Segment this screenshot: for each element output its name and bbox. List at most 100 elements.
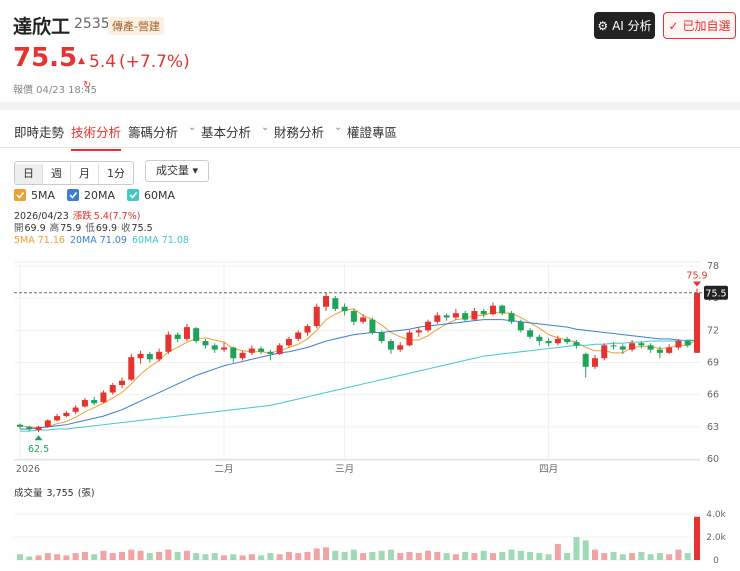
volume-bar	[165, 549, 172, 560]
info-item: 2026/04/23	[14, 211, 69, 222]
candle-body	[387, 341, 394, 350]
candle-body	[276, 345, 283, 354]
candle-body	[434, 315, 441, 322]
candle-body	[304, 326, 311, 333]
volume-bar	[332, 550, 339, 560]
info-item: 5.4(7.7%)	[94, 211, 141, 222]
y-tick-label: 66	[707, 390, 719, 401]
volume-bar	[174, 551, 181, 560]
volume-tick-label: 0	[713, 556, 719, 566]
x-tick-label: 三月	[335, 464, 354, 475]
period-option[interactable]: 日	[15, 164, 42, 184]
ai-button[interactable]: ⚙ AI 分析	[594, 12, 655, 39]
x-tick-label: 二月	[215, 464, 234, 475]
industry-tag[interactable]: 傳產-營建	[108, 17, 164, 35]
candle-body	[183, 327, 190, 339]
period-option[interactable]: 1分	[98, 164, 133, 184]
volume-bar	[462, 551, 469, 560]
candle-body	[397, 345, 404, 350]
y-tick-label: 63	[707, 422, 719, 433]
volume-bar	[119, 551, 126, 560]
volume-title: 成交量 3,755 (張)	[14, 487, 95, 499]
candle-body	[629, 343, 636, 350]
watchlist-button[interactable]: ✓ 已加自選	[663, 12, 736, 39]
info-item: 高	[50, 222, 60, 234]
tab[interactable]: 權證專區	[347, 125, 398, 140]
info-item: 60MA	[132, 235, 159, 246]
legend-checkbox	[67, 189, 80, 201]
info-item: 71.16	[38, 235, 65, 246]
indicator-select[interactable]: 成交量 ▾	[145, 160, 210, 182]
legend-check	[16, 192, 25, 199]
candle-body	[63, 412, 70, 417]
candle-body	[406, 332, 413, 346]
volume-bar	[564, 553, 571, 560]
candle-body	[285, 338, 292, 346]
info-line: 開69.9 高75.9 低69.9 收75.5	[14, 222, 153, 234]
candle-body	[35, 426, 42, 431]
period-option[interactable]: 月	[70, 164, 98, 184]
candle-body	[684, 341, 691, 346]
candle-body	[425, 321, 432, 331]
volume-bar	[536, 553, 543, 560]
volume-bar	[573, 537, 580, 560]
up-arrow: ▲	[78, 56, 85, 66]
indicator-label: 成交量	[156, 164, 189, 177]
volume-tick-label: 2.0k	[706, 533, 726, 543]
candle-body	[564, 338, 571, 343]
x-tick-label: 2026	[16, 464, 40, 475]
legend-check	[129, 192, 138, 199]
candle-body	[694, 292, 700, 353]
price: 75.5	[13, 43, 78, 73]
volume-bar	[137, 550, 144, 560]
volume-bar	[17, 554, 23, 560]
candle-body	[174, 334, 181, 339]
info-item: 開	[14, 223, 24, 234]
volume-bar	[156, 551, 163, 560]
candle-body	[647, 345, 654, 350]
candle-body	[619, 346, 626, 350]
low-marker	[34, 435, 43, 441]
candle-body	[267, 351, 274, 354]
candle-body	[109, 385, 116, 393]
candle-body	[17, 424, 23, 427]
info-item: 69.9	[96, 223, 117, 234]
change-pct: (+7.7%)	[119, 52, 190, 72]
volume-bar	[267, 553, 274, 560]
volume-bar	[350, 549, 357, 560]
candle-body	[527, 330, 534, 337]
volume-bar	[146, 553, 153, 560]
refresh-icon[interactable]: ↻	[83, 80, 92, 91]
volume-bar	[610, 551, 617, 560]
period-option[interactable]: 週	[42, 164, 70, 184]
candle-body	[675, 341, 682, 348]
tab[interactable]: 財務分析	[274, 125, 325, 140]
tab[interactable]: 即時走勢	[14, 125, 65, 140]
candle-body	[313, 306, 320, 327]
legend-check	[69, 192, 78, 199]
change: 5.4	[89, 52, 117, 72]
info-item: 漲跌	[73, 210, 93, 222]
tab[interactable]: 基本分析	[201, 125, 252, 140]
volume-bar	[591, 549, 598, 560]
info-item: 71.09	[100, 235, 127, 246]
volume-bar	[239, 555, 246, 560]
candle-body	[248, 348, 255, 353]
volume-bar	[629, 553, 636, 560]
volume-bar	[443, 553, 450, 560]
stock-name: 達欣工	[13, 16, 71, 38]
candle-body	[489, 305, 496, 315]
volume-bar	[183, 550, 190, 560]
info-item: 20MA	[70, 235, 97, 246]
volume-bar	[425, 550, 432, 560]
candle-body	[582, 353, 589, 367]
candle-body	[545, 341, 552, 344]
volume-bar	[601, 553, 608, 560]
volume-bar	[285, 551, 292, 560]
volume-bar	[527, 551, 534, 560]
tab[interactable]: 籌碼分析	[128, 125, 179, 140]
candle-body	[119, 380, 126, 386]
candle-body	[350, 311, 357, 322]
tab[interactable]: 技術分析	[71, 122, 122, 151]
